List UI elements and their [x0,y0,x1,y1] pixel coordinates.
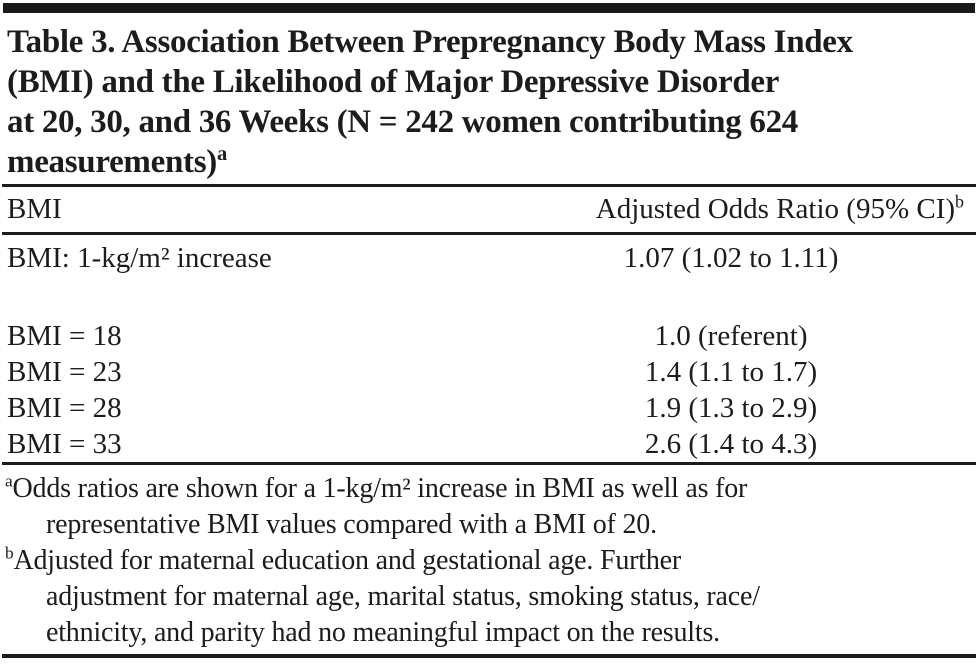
column-header-odds-ratio-text: Adjusted Odds Ratio (95% CI) [595,193,956,225]
footnote-a: aOdds ratios are shown for a 1-kg/m² inc… [5,471,972,543]
row-label: BMI = 18 [7,319,122,352]
row-label: BMI = 28 [7,391,122,424]
table-header-row: BMI Adjusted Odds Ratio (95% CI)b [0,187,978,232]
header-footnote-marker-b: b [955,191,964,212]
blank-row-spacer [0,276,978,318]
footnote-line: representative BMI values compared with … [46,509,657,540]
footnote-line: adjustment for maternal age, marital sta… [46,581,760,612]
divider-above-footnotes [2,462,976,465]
title-footnote-marker-a: a [216,143,227,165]
table-title-line: measurements)a [7,142,974,182]
table-title-line: Table 3. Association Between Prepregnanc… [7,24,853,60]
footnote-marker-a: a [5,471,13,491]
row-value: 1.07 (1.02 to 1.11) [623,241,839,274]
footnote-text: Adjusted for maternal education and gest… [13,545,682,576]
footnote-marker-b: b [5,543,14,563]
column-header-bmi: BMI [7,193,62,225]
divider-under-header [2,232,976,235]
table-footnotes: aOdds ratios are shown for a 1-kg/m² inc… [0,465,978,651]
table-title-line: (BMI) and the Likelihood of Major Depres… [7,64,780,100]
table-top-border [3,3,975,13]
footnote-b: bAdjusted for maternal education and ges… [5,543,972,651]
column-header-odds-ratio: Adjusted Odds Ratio (95% CI)b [490,191,978,226]
footnote-line: bAdjusted for maternal education and ges… [5,543,972,579]
footnote-line: ethnicity, and parity had no meaningful … [46,617,720,648]
footnote-line: aOdds ratios are shown for a 1-kg/m² inc… [5,471,972,507]
table-body: BMI: 1-kg/m² increase 1.07 (1.02 to 1.11… [0,235,978,462]
table-row: BMI = 28 1.9 (1.3 to 2.9) [0,390,978,426]
row-value: 1.4 (1.1 to 1.7) [644,355,818,388]
table-row: BMI = 18 1.0 (referent) [0,318,978,354]
table-title: Table 3. Association Between Prepregnanc… [7,22,974,182]
row-value: 2.6 (1.4 to 4.3) [644,427,818,460]
row-value: 1.9 (1.3 to 2.9) [644,391,818,424]
table-title-line: at 20, 30, and 36 Weeks (N = 242 women c… [7,104,798,140]
row-label: BMI = 23 [7,355,122,388]
row-label: BMI = 33 [7,427,122,460]
footnote-text: Odds ratios are shown for a 1-kg/m² incr… [12,473,748,504]
table-bottom-border [2,654,976,658]
row-value: 1.0 (referent) [654,319,808,352]
divider-under-title [2,184,976,187]
table-row: BMI = 33 2.6 (1.4 to 4.3) [0,426,978,462]
table-title-line-text: measurements) [7,144,217,180]
row-label: BMI: 1-kg/m² increase [7,241,272,274]
table-row: BMI = 23 1.4 (1.1 to 1.7) [0,354,978,390]
table-row: BMI: 1-kg/m² increase 1.07 (1.02 to 1.11… [0,240,978,276]
